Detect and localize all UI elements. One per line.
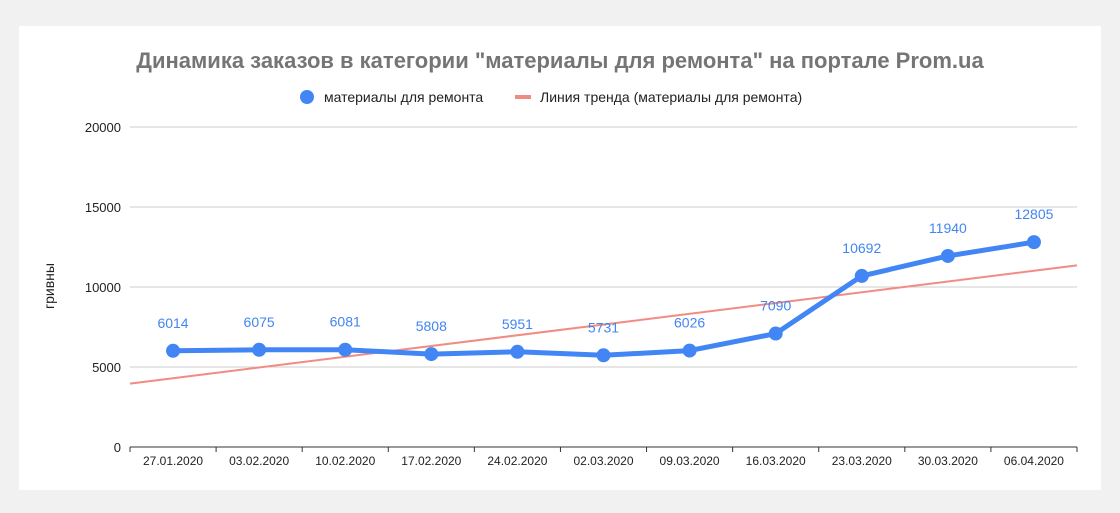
series-line <box>170 239 1037 358</box>
data-labels: 6014 6075 6081 5808 5951 5731 6026 7090 10692 119… <box>157 206 1053 335</box>
data-label: 10692 <box>842 240 881 256</box>
data-point <box>768 326 783 341</box>
x-tick-label: 23.03.2020 <box>832 454 892 468</box>
gridlines <box>130 126 1077 368</box>
x-tick-label: 02.03.2020 <box>573 454 633 468</box>
x-tick-label: 16.03.2020 <box>746 454 806 468</box>
x-axis-ticks: 27.01.2020 03.02.2020 10.02.2020 17.02.2020… <box>129 447 1078 468</box>
data-point <box>510 344 525 359</box>
data-label: 5808 <box>416 318 447 334</box>
chart-card: Динамика заказов в категории "материалы … <box>19 26 1101 490</box>
data-label: 6075 <box>244 314 275 330</box>
y-tick-label: 20000 <box>85 120 121 135</box>
line-chart: Динамика заказов в категории "материалы … <box>41 48 1078 468</box>
data-label: 6081 <box>330 314 361 330</box>
x-tick-label: 06.04.2020 <box>1004 454 1064 468</box>
data-label: 6026 <box>674 315 705 331</box>
legend-trend-label: Линия тренда (материалы для ремонта) <box>540 89 802 105</box>
legend-series-marker <box>300 90 314 104</box>
trend-layer <box>129 264 1078 385</box>
data-label: 12805 <box>1014 206 1053 222</box>
x-tick-label: 24.02.2020 <box>487 454 547 468</box>
data-point <box>424 347 439 362</box>
y-tick-label: 5000 <box>92 360 121 375</box>
x-tick-label: 10.02.2020 <box>315 454 375 468</box>
data-point <box>682 343 697 358</box>
y-axis-ticks: 0 5000 10000 15000 20000 <box>85 120 121 455</box>
y-tick-label: 15000 <box>85 200 121 215</box>
y-tick-label: 0 <box>114 440 121 455</box>
x-tick-label: 27.01.2020 <box>143 454 203 468</box>
data-point <box>338 342 353 357</box>
data-point <box>940 248 955 263</box>
chart-title: Динамика заказов в категории "материалы … <box>136 48 984 73</box>
x-tick-label: 03.02.2020 <box>229 454 289 468</box>
y-tick-label: 10000 <box>85 280 121 295</box>
x-tick-label: 09.03.2020 <box>660 454 720 468</box>
data-label: 5951 <box>502 316 533 332</box>
legend-series-label: материалы для ремонта <box>324 89 483 105</box>
x-tick-label: 30.03.2020 <box>918 454 978 468</box>
data-label: 11940 <box>929 220 967 236</box>
data-label: 7090 <box>760 298 791 314</box>
data-label: 6014 <box>157 315 188 331</box>
legend-trend-marker <box>515 95 531 99</box>
data-point <box>252 342 267 357</box>
data-point <box>1026 235 1041 250</box>
data-label: 5731 <box>588 319 619 335</box>
y-axis-label: гривны <box>41 263 57 309</box>
legend: материалы для ремонта Линия тренда (мате… <box>300 89 802 105</box>
trend-line <box>129 264 1078 385</box>
data-point <box>854 268 869 283</box>
data-point <box>596 348 611 363</box>
x-tick-label: 17.02.2020 <box>401 454 461 468</box>
data-point <box>166 343 181 358</box>
series-layer <box>166 235 1041 363</box>
